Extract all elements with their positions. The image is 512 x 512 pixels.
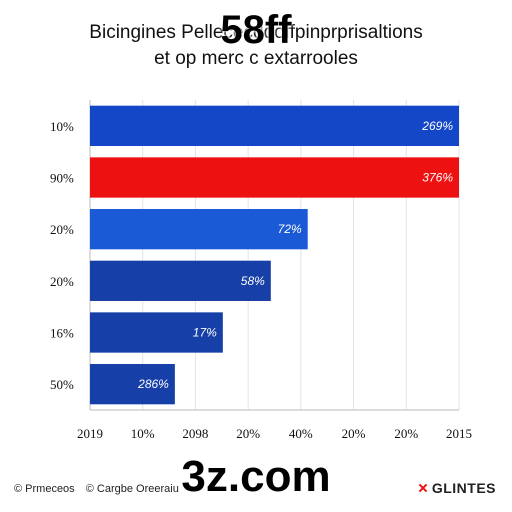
bar bbox=[90, 312, 223, 353]
bar bbox=[90, 157, 459, 198]
bar-data-label: 58% bbox=[241, 274, 265, 288]
x-mark-icon bbox=[418, 483, 428, 493]
footer-credit-2: © Cargbe Oreeraiu bbox=[85, 483, 179, 495]
x-tick-label: 40% bbox=[289, 426, 313, 441]
bar bbox=[90, 105, 459, 146]
x-tick-label: 20% bbox=[394, 426, 418, 441]
bar-data-label: 286% bbox=[137, 377, 169, 391]
watermark-bottom: 3z.com bbox=[181, 452, 331, 501]
y-tick-label: 90% bbox=[50, 171, 74, 186]
bar-data-label: 17% bbox=[193, 326, 217, 340]
bar bbox=[90, 209, 308, 250]
footer-logo: GLINTES bbox=[418, 480, 496, 496]
bar-data-label: 269% bbox=[421, 119, 453, 133]
x-tick-label: 10% bbox=[131, 426, 155, 441]
y-tick-label: 20% bbox=[50, 222, 74, 237]
chart-subtitle: et op merc c extarrooles bbox=[154, 47, 358, 69]
y-tick-label: 10% bbox=[50, 119, 74, 134]
footer-credits: © Prmeceos © Cargbe Oreeraiu bbox=[14, 483, 187, 495]
bar bbox=[90, 364, 175, 405]
footer-credit-1: © Prmeceos bbox=[14, 483, 75, 495]
y-tick-label: 16% bbox=[50, 326, 74, 341]
bar-data-label: 376% bbox=[422, 171, 453, 185]
watermark-top: 58ff bbox=[220, 8, 292, 52]
y-tick-label: 20% bbox=[50, 274, 74, 289]
bar bbox=[90, 260, 271, 301]
footer-logo-text: GLINTES bbox=[431, 480, 496, 496]
x-tick-label: 2019 bbox=[77, 426, 103, 441]
x-tick-label: 20% bbox=[342, 426, 366, 441]
bar-data-label: 72% bbox=[278, 222, 302, 236]
chart-title-block: Bicingines Pellececdqoffpinprprisaltions… bbox=[0, 20, 512, 71]
x-tick-label: 2098 bbox=[182, 426, 208, 441]
chart-title: Bicingines Pellececdqoffpinprprisaltions bbox=[89, 22, 423, 43]
y-tick-label: 50% bbox=[50, 377, 74, 392]
x-tick-label: 2015 bbox=[446, 426, 472, 441]
x-tick-label: 20% bbox=[236, 426, 260, 441]
